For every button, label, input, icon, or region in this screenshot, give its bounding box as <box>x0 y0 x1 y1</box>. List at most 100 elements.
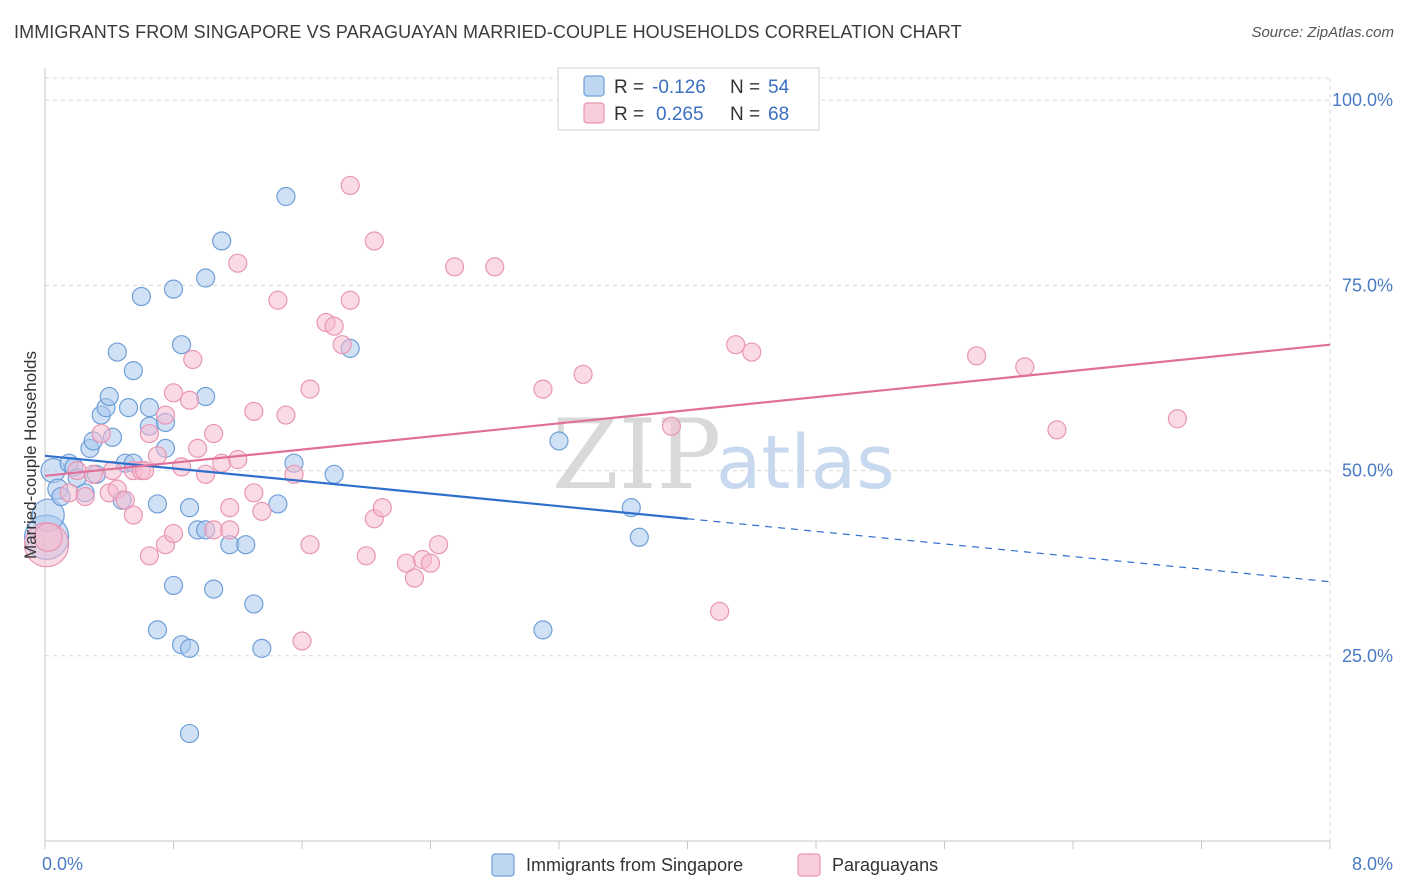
data-point <box>292 631 312 651</box>
data-point <box>196 386 216 407</box>
data-point <box>220 520 240 540</box>
data-point <box>742 342 762 362</box>
data-point <box>59 483 79 503</box>
data-point <box>268 290 288 310</box>
data-point <box>228 449 248 470</box>
data-point <box>276 186 296 207</box>
x-tick-label: 0.0% <box>42 854 83 874</box>
y-tick-label: 75.0% <box>1342 275 1393 295</box>
series-legend: Immigrants from Singapore Paraguayans <box>491 853 938 877</box>
data-point <box>364 231 384 251</box>
source-label: Source: ZipAtlas.com <box>1251 24 1394 41</box>
data-point <box>332 335 352 355</box>
data-point <box>139 546 160 566</box>
data-point <box>356 546 376 566</box>
data-point <box>1167 409 1188 429</box>
data-point <box>83 464 103 484</box>
stats-r-label-pink: R = <box>614 104 644 125</box>
data-point <box>1047 420 1067 440</box>
data-point <box>340 175 360 196</box>
data-point <box>183 349 203 370</box>
data-point <box>220 498 240 518</box>
data-point <box>372 498 392 518</box>
data-point <box>163 575 184 596</box>
data-point <box>228 253 248 273</box>
data-point <box>75 486 95 507</box>
watermark-zip: ZIP <box>552 399 721 511</box>
y-tick-label: 100.0% <box>1332 90 1393 110</box>
data-point <box>212 231 232 251</box>
data-point <box>196 268 216 288</box>
stats-legend: R = -0.126 N = 54 R = 0.265 N = 68 <box>557 67 820 131</box>
axes <box>44 68 1331 849</box>
data-point <box>533 620 553 640</box>
data-point <box>404 568 425 588</box>
data-point <box>171 335 192 355</box>
data-point <box>549 431 569 451</box>
legend-swatch-singapore <box>491 853 515 877</box>
data-point <box>967 346 987 366</box>
data-point <box>163 279 184 299</box>
data-point <box>485 257 505 277</box>
legend-label-singapore: Immigrants from Singapore <box>526 855 743 875</box>
data-point <box>661 416 682 436</box>
data-point <box>179 498 200 518</box>
legend-swatch-paraguayans <box>797 853 821 877</box>
data-point <box>187 438 208 458</box>
data-point <box>179 723 200 744</box>
data-point <box>33 522 63 552</box>
data-point <box>123 361 143 381</box>
trend-line-paraguayans <box>44 343 1331 477</box>
data-point <box>147 446 168 466</box>
stats-r-label-blue: R = <box>614 77 644 98</box>
x-tick-label: 8.0% <box>1352 854 1393 874</box>
data-point <box>163 383 184 403</box>
trend-lines <box>44 343 1331 583</box>
data-point <box>131 286 151 307</box>
data-point <box>115 490 135 510</box>
data-point <box>268 494 288 514</box>
stats-n-value-pink: 68 <box>768 104 789 125</box>
data-point <box>179 390 200 410</box>
data-point <box>244 401 264 421</box>
stats-n-label-pink: N = <box>730 104 760 125</box>
data-point <box>324 316 344 336</box>
stats-swatch-pink <box>583 102 605 124</box>
data-point <box>99 386 119 407</box>
data-point <box>244 594 264 614</box>
data-point <box>276 405 296 425</box>
data-point <box>710 601 730 621</box>
data-point <box>204 520 224 540</box>
stats-swatch-blue <box>583 75 605 97</box>
data-point <box>252 501 272 521</box>
data-point <box>420 553 441 573</box>
data-point <box>139 398 160 418</box>
watermark-atlas: atlas <box>716 420 895 506</box>
data-point <box>428 535 449 555</box>
data-point <box>139 423 160 444</box>
data-point <box>196 464 216 484</box>
x-tick-labels: 0.0% 8.0% <box>42 854 1393 874</box>
data-point <box>107 342 127 362</box>
legend-label-paraguayans: Paraguayans <box>832 855 938 875</box>
trend-line-singapore-extension <box>687 518 1331 583</box>
data-point <box>573 364 593 384</box>
data-point <box>179 638 200 658</box>
data-point <box>204 579 224 599</box>
stats-n-label-blue: N = <box>730 77 760 98</box>
chart-title: IMMIGRANTS FROM SINGAPORE VS PARAGUAYAN … <box>14 22 962 42</box>
data-point <box>123 505 143 525</box>
y-tick-labels: 25.0% 50.0% 75.0% 100.0% <box>1332 90 1393 666</box>
data-point <box>147 494 168 514</box>
data-point <box>324 464 344 484</box>
stats-r-value-blue: -0.126 <box>652 77 706 98</box>
data-point <box>155 405 176 425</box>
data-point <box>726 335 746 355</box>
data-point <box>244 483 264 503</box>
trend-line-singapore <box>44 454 688 520</box>
data-point <box>67 461 87 481</box>
data-point <box>1015 357 1035 377</box>
y-tick-label: 25.0% <box>1342 646 1393 666</box>
data-point <box>163 523 184 544</box>
